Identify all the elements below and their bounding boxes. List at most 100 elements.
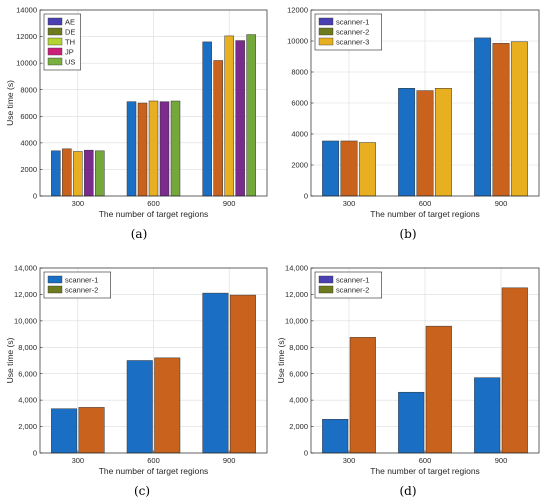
legend-label-scanner-2: scanner-2 bbox=[65, 285, 98, 294]
y-tick-label: 10000 bbox=[16, 59, 37, 68]
bar-jp-600 bbox=[159, 101, 170, 197]
axes-box bbox=[310, 267, 540, 454]
legend-label-scanner-3: scanner-3 bbox=[336, 37, 369, 46]
x-tick-label: 600 bbox=[147, 456, 160, 465]
y-tick-label: 4000 bbox=[291, 130, 308, 139]
x-tick-label: 900 bbox=[223, 456, 236, 465]
legend-swatch-us bbox=[47, 57, 63, 66]
bar-scanner-1-900 bbox=[202, 292, 229, 454]
legend-swatch-jp bbox=[47, 47, 63, 56]
y-tick-label: 12,000 bbox=[285, 290, 308, 299]
y-tick-label: 8000 bbox=[291, 68, 308, 77]
x-tick-label: 900 bbox=[495, 456, 508, 465]
legend-label-us: US bbox=[65, 57, 75, 66]
bar-th-600 bbox=[148, 100, 159, 197]
bar-scanner-1-900 bbox=[474, 377, 501, 454]
y-tick-label: 6,000 bbox=[18, 369, 37, 378]
y-tick-label: 0 bbox=[304, 192, 308, 201]
chart-panel-1: 0 2000 4000 6000 8000 10000 12000 14000 300 600 90… bbox=[5, 6, 268, 241]
y-tick-label: 14,000 bbox=[285, 264, 308, 273]
y-tick-label: 2,000 bbox=[18, 422, 37, 431]
bar-jp-300 bbox=[84, 149, 94, 197]
bar-scanner-1-300 bbox=[322, 140, 340, 197]
y-tick-label: 8000 bbox=[20, 85, 37, 94]
x-axis-label: The number of target regions bbox=[99, 466, 209, 476]
x-axis-label: The number of target regions bbox=[99, 209, 209, 219]
legend-swatch-scanner-2 bbox=[47, 285, 63, 294]
y-axis-label: Use time (s) bbox=[5, 337, 15, 383]
x-tick-label: 900 bbox=[223, 199, 236, 208]
panel-caption: (d) bbox=[399, 484, 416, 498]
y-tick-label: 14000 bbox=[16, 6, 37, 15]
y-tick-label: 6000 bbox=[291, 99, 308, 108]
x-tick-label: 300 bbox=[343, 456, 356, 465]
y-tick-label: 4000 bbox=[20, 138, 37, 147]
bar-scanner-2-900 bbox=[501, 287, 528, 454]
y-tick-label: 14,000 bbox=[14, 264, 37, 273]
bar-scanner-2-300 bbox=[349, 337, 376, 454]
legend-swatch-scanner-2 bbox=[318, 27, 334, 36]
x-tick-label: 600 bbox=[419, 199, 432, 208]
y-tick-label: 2,000 bbox=[289, 422, 308, 431]
bar-scanner-2-300 bbox=[340, 140, 358, 197]
x-tick-label: 300 bbox=[343, 199, 356, 208]
bar-scanner-1-600 bbox=[398, 391, 425, 454]
y-tick-label: 0 bbox=[33, 449, 37, 458]
legend-swatch-scanner-1 bbox=[318, 17, 334, 26]
panel-caption: (a) bbox=[131, 227, 148, 241]
x-tick-label: 600 bbox=[419, 456, 432, 465]
bar-de-600 bbox=[137, 102, 148, 197]
legend-label-de: DE bbox=[65, 27, 75, 36]
chart-panel-4: 0 2,000 4,000 6,000 8,000 10,000 12,000 14,000 3… bbox=[276, 264, 540, 498]
y-tick-label: 12,000 bbox=[14, 290, 37, 299]
x-tick-label: 600 bbox=[147, 199, 160, 208]
x-axis-label: The number of target regions bbox=[370, 466, 480, 476]
y-tick-label: 2000 bbox=[20, 165, 37, 174]
x-tick-label: 300 bbox=[72, 456, 85, 465]
bar-scanner-3-900 bbox=[510, 41, 528, 197]
bar-ae-900 bbox=[202, 41, 212, 197]
legend-swatch-scanner-2 bbox=[318, 285, 334, 294]
y-tick-label: 12000 bbox=[287, 6, 308, 15]
legend-label-jp: JP bbox=[65, 47, 74, 56]
bar-us-600 bbox=[170, 100, 181, 197]
legend-label-scanner-1: scanner-1 bbox=[336, 17, 369, 26]
bar-jp-900 bbox=[235, 40, 245, 197]
y-axis-label: Use time (s) bbox=[5, 80, 15, 126]
bar-scanner-2-600 bbox=[154, 357, 181, 454]
x-tick-label: 300 bbox=[72, 199, 85, 208]
y-tick-label: 10000 bbox=[287, 37, 308, 46]
legend-swatch-scanner-1 bbox=[318, 275, 334, 284]
legend-swatch-de bbox=[47, 27, 63, 36]
y-tick-label: 6,000 bbox=[289, 369, 308, 378]
bar-us-300 bbox=[95, 150, 105, 197]
panel-caption: (b) bbox=[399, 227, 416, 241]
chart-panel-2: 0 2000 4000 6000 8000 10000 12000 300 600 900 The … bbox=[287, 6, 540, 241]
y-tick-label: 10,000 bbox=[285, 316, 308, 325]
bar-scanner-1-300 bbox=[322, 419, 349, 454]
y-axis-label: Use time (s) bbox=[276, 337, 286, 383]
bar-scanner-1-900 bbox=[474, 37, 492, 197]
bar-scanner-1-300 bbox=[51, 408, 78, 454]
y-tick-label: 8,000 bbox=[289, 343, 308, 352]
x-axis-label: The number of target regions bbox=[370, 209, 480, 219]
axes-box bbox=[39, 9, 268, 197]
bar-th-900 bbox=[224, 35, 234, 197]
legend-label-scanner-2: scanner-2 bbox=[336, 27, 369, 36]
panel-caption: (c) bbox=[134, 484, 150, 498]
bar-th-300 bbox=[73, 151, 83, 197]
legend-swatch-th bbox=[47, 37, 63, 46]
y-tick-label: 0 bbox=[33, 192, 37, 201]
bar-us-900 bbox=[246, 34, 256, 197]
chart-panel-3: 0 2,000 4,000 6,000 8,000 10,000 12,000 14,000 3… bbox=[5, 264, 268, 498]
legend-label-ae: AE bbox=[65, 17, 75, 26]
legend-swatch-scanner-1 bbox=[47, 275, 63, 284]
bar-scanner-2-900 bbox=[229, 294, 256, 454]
y-tick-label: 2000 bbox=[291, 161, 308, 170]
y-tick-label: 0 bbox=[304, 449, 308, 458]
